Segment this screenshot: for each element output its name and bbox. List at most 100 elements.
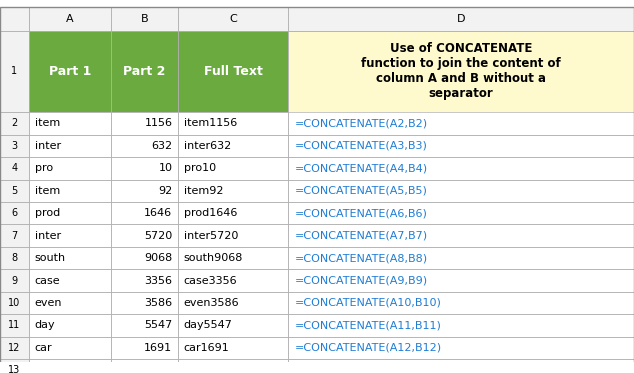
Bar [178, 179, 288, 202]
Bar [288, 336, 634, 359]
Text: 5: 5 [11, 186, 17, 196]
Bar [111, 157, 178, 179]
Bar [178, 7, 288, 31]
Text: day5547: day5547 [184, 320, 233, 330]
Bar [178, 7, 288, 31]
Bar [29, 336, 111, 359]
Text: case3356: case3356 [184, 276, 238, 285]
Text: item: item [35, 119, 60, 128]
Bar [111, 292, 178, 314]
Bar [111, 247, 178, 269]
Text: case: case [35, 276, 60, 285]
Text: inter632: inter632 [184, 141, 231, 151]
Text: item: item [35, 186, 60, 196]
Bar [178, 31, 288, 112]
Bar [288, 269, 634, 292]
Text: 10: 10 [8, 298, 20, 308]
Bar [29, 31, 111, 112]
Bar [0, 31, 29, 112]
Bar [288, 202, 634, 225]
Bar [0, 247, 29, 269]
Bar [0, 202, 29, 225]
Bar [288, 314, 634, 336]
Bar [178, 135, 288, 157]
Bar [178, 179, 288, 202]
Bar [178, 269, 288, 292]
Bar [288, 112, 634, 135]
Bar [111, 179, 178, 202]
Bar [111, 202, 178, 225]
Text: =CONCATENATE(A3,B3): =CONCATENATE(A3,B3) [295, 141, 428, 151]
Bar [29, 247, 111, 269]
Bar [29, 31, 111, 112]
Bar [288, 179, 634, 202]
Bar [29, 157, 111, 179]
Bar [178, 112, 288, 135]
Bar [288, 31, 634, 112]
Text: 1646: 1646 [145, 208, 172, 218]
Bar [29, 336, 111, 359]
Text: 1: 1 [11, 66, 17, 76]
Text: 8: 8 [11, 253, 17, 263]
Bar [29, 292, 111, 314]
Text: item92: item92 [184, 186, 223, 196]
Text: A: A [66, 14, 74, 24]
Text: prod: prod [35, 208, 60, 218]
Bar [0, 7, 29, 31]
Bar [0, 31, 29, 112]
Text: =CONCATENATE(A11,B11): =CONCATENATE(A11,B11) [295, 320, 442, 330]
Bar [288, 7, 634, 31]
Bar [111, 7, 178, 31]
Bar [29, 7, 111, 31]
Bar [178, 202, 288, 225]
Bar [111, 225, 178, 247]
Bar [288, 292, 634, 314]
Bar [0, 269, 29, 292]
Bar [111, 112, 178, 135]
Bar [111, 202, 178, 225]
Bar [0, 314, 29, 336]
Bar [178, 225, 288, 247]
Bar [0, 157, 29, 179]
Bar [178, 314, 288, 336]
Text: =CONCATENATE(A9,B9): =CONCATENATE(A9,B9) [295, 276, 428, 285]
Bar [29, 269, 111, 292]
Bar [29, 202, 111, 225]
Text: 6: 6 [11, 208, 17, 218]
Text: 13: 13 [8, 364, 20, 373]
Bar [178, 225, 288, 247]
Bar [178, 359, 288, 373]
Bar [0, 179, 29, 202]
Text: =CONCATENATE(A2,B2): =CONCATENATE(A2,B2) [295, 119, 428, 128]
Bar [0, 225, 29, 247]
Bar [0, 135, 29, 157]
Bar [111, 314, 178, 336]
Bar [178, 247, 288, 269]
Text: item1156: item1156 [184, 119, 237, 128]
Bar [178, 247, 288, 269]
Bar [0, 112, 29, 135]
Text: Part 2: Part 2 [123, 65, 165, 78]
Bar [288, 247, 634, 269]
Bar [178, 112, 288, 135]
Bar [29, 179, 111, 202]
Text: 9068: 9068 [144, 253, 172, 263]
Bar [288, 157, 634, 179]
Bar [29, 292, 111, 314]
Bar [288, 135, 634, 157]
Bar [111, 179, 178, 202]
Bar [0, 292, 29, 314]
Text: 2: 2 [11, 119, 17, 128]
Text: 12: 12 [8, 343, 20, 353]
Bar [0, 135, 29, 157]
Text: =CONCATENATE(A8,B8): =CONCATENATE(A8,B8) [295, 253, 428, 263]
Bar [29, 202, 111, 225]
Bar [288, 269, 634, 292]
Text: 3586: 3586 [145, 298, 172, 308]
Bar [29, 135, 111, 157]
Text: inter: inter [35, 141, 61, 151]
Text: 7: 7 [11, 231, 17, 241]
Bar [0, 359, 29, 373]
Bar [111, 31, 178, 112]
Bar [178, 314, 288, 336]
